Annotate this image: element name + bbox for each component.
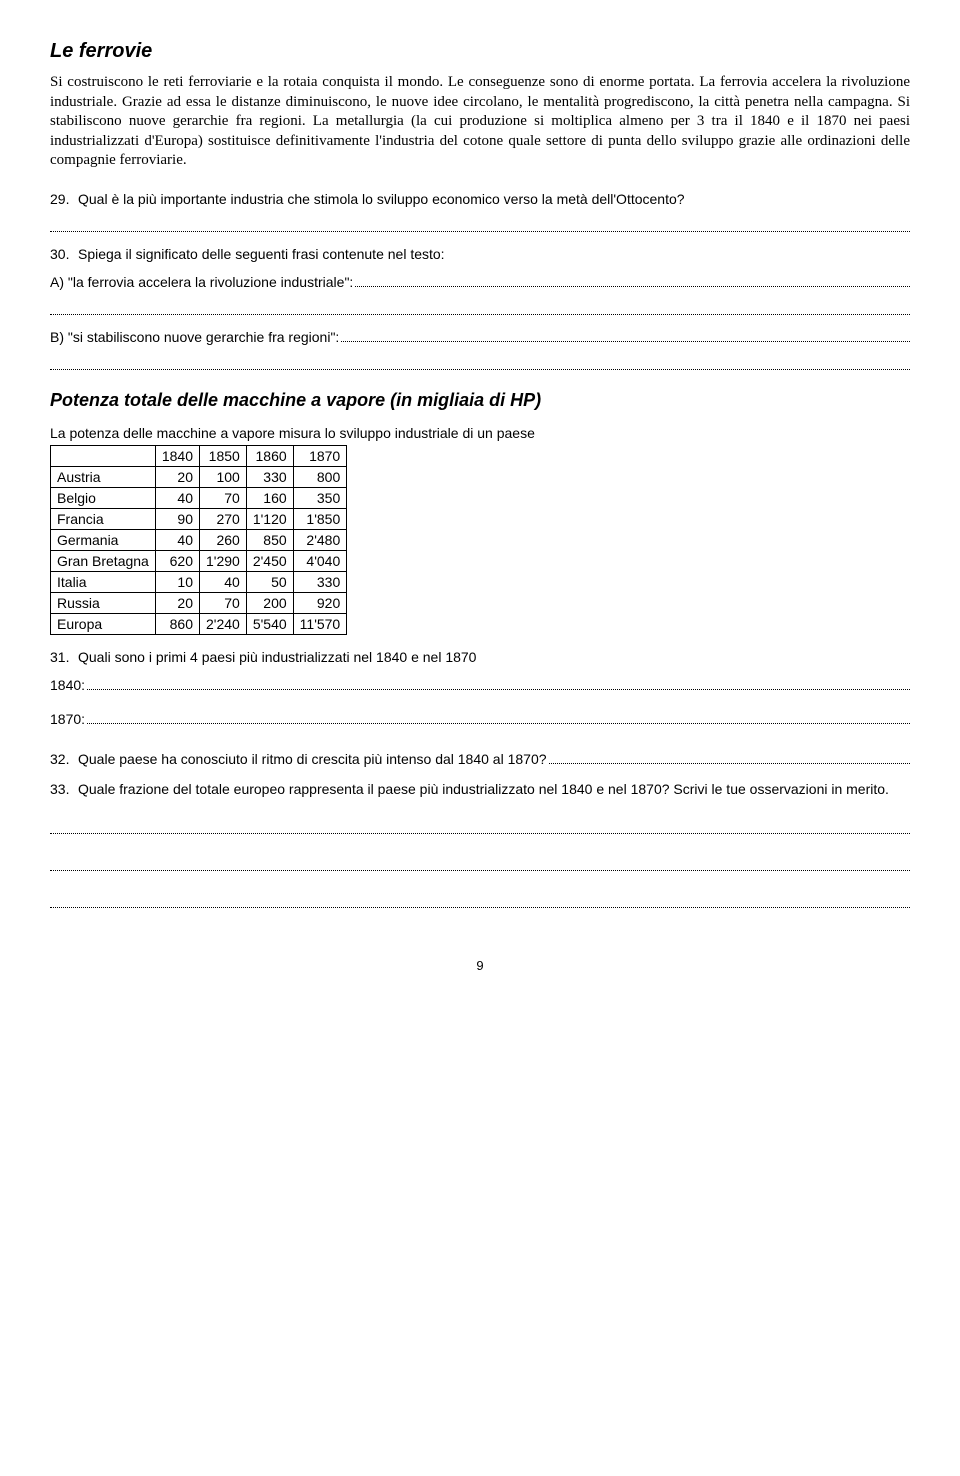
table-cell: 920	[293, 592, 347, 613]
q31-1870-line: 1870:	[50, 709, 910, 727]
answer-line	[50, 893, 910, 908]
table-cell: Germania	[51, 529, 156, 550]
question-30a: A) "la ferrovia accelera la rivoluzione …	[50, 272, 910, 290]
q33-text: Quale frazione del totale europeo rappre…	[78, 781, 889, 797]
table-cell: 330	[246, 466, 293, 487]
answer-line	[355, 272, 910, 287]
table-cell: 260	[200, 529, 247, 550]
table-cell: 11'570	[293, 613, 347, 634]
q29-text: Qual è la più importante industria che s…	[78, 191, 685, 207]
table-cell: 860	[155, 613, 199, 634]
table-cell: 2'480	[293, 529, 347, 550]
table-cell: 800	[293, 466, 347, 487]
question-29: 29. Qual è la più importante industria c…	[50, 191, 910, 207]
q31-1840-label: 1840:	[50, 677, 85, 693]
section-title: Potenza totale delle macchine a vapore (…	[50, 390, 910, 411]
q31-1870-label: 1870:	[50, 711, 85, 727]
q32-text: Quale paese ha conosciuto il ritmo di cr…	[78, 751, 547, 767]
table-cell: 40	[200, 571, 247, 592]
q29-number: 29.	[50, 191, 78, 207]
question-31: 31. Quali sono i primi 4 paesi più indus…	[50, 649, 910, 665]
q32-number: 32.	[50, 751, 78, 767]
answer-line	[50, 217, 910, 232]
table-cell: 90	[155, 508, 199, 529]
table-row: Germania 40 260 850 2'480	[51, 529, 347, 550]
table-cell: Austria	[51, 466, 156, 487]
table-cell: Belgio	[51, 487, 156, 508]
table-cell: 40	[155, 529, 199, 550]
intro-paragraph: Si costruiscono le reti ferroviarie e la…	[50, 73, 910, 171]
table-header	[51, 445, 156, 466]
table-cell: Italia	[51, 571, 156, 592]
main-title: Le ferrovie	[50, 40, 910, 63]
table-cell: Gran Bretagna	[51, 550, 156, 571]
table-row: Francia 90 270 1'120 1'850	[51, 508, 347, 529]
q31-1840-line: 1840:	[50, 675, 910, 693]
table-cell: 1'120	[246, 508, 293, 529]
table-cell: 2'450	[246, 550, 293, 571]
page-number: 9	[50, 958, 910, 973]
table-cell: 2'240	[200, 613, 247, 634]
table-cell: 350	[293, 487, 347, 508]
table-cell: 20	[155, 466, 199, 487]
q33-number: 33.	[50, 781, 78, 797]
table-cell: 20	[155, 592, 199, 613]
table-cell: Russia	[51, 592, 156, 613]
table-cell: Francia	[51, 508, 156, 529]
answer-line	[50, 819, 910, 834]
q30a-text: A) "la ferrovia accelera la rivoluzione …	[50, 274, 353, 290]
answer-line	[50, 856, 910, 871]
question-33: 33. Quale frazione del totale europeo ra…	[50, 781, 910, 797]
table-cell: 1'850	[293, 508, 347, 529]
table-cell: 330	[293, 571, 347, 592]
table-cell: 4'040	[293, 550, 347, 571]
answer-line	[50, 300, 910, 315]
question-30: 30. Spiega il significato delle seguenti…	[50, 246, 910, 262]
q31-number: 31.	[50, 649, 78, 665]
table-cell: 270	[200, 508, 247, 529]
table-cell: Europa	[51, 613, 156, 634]
table-cell: 850	[246, 529, 293, 550]
q31-text: Quali sono i primi 4 paesi più industria…	[78, 649, 476, 665]
table-row: Belgio 40 70 160 350	[51, 487, 347, 508]
question-30b: B) "si stabiliscono nuove gerarchie fra …	[50, 327, 910, 345]
answer-line	[87, 709, 910, 724]
answer-line	[341, 327, 910, 342]
table-row: Europa 860 2'240 5'540 11'570	[51, 613, 347, 634]
table-row: Italia 10 40 50 330	[51, 571, 347, 592]
table-row: Austria 20 100 330 800	[51, 466, 347, 487]
table-cell: 10	[155, 571, 199, 592]
table-cell: 70	[200, 592, 247, 613]
answer-line	[87, 675, 910, 690]
table-row: Gran Bretagna 620 1'290 2'450 4'040	[51, 550, 347, 571]
table-header: 1840	[155, 445, 199, 466]
table-cell: 50	[246, 571, 293, 592]
table-header-row: 1840 1850 1860 1870	[51, 445, 347, 466]
answer-line	[549, 749, 910, 764]
table-cell: 70	[200, 487, 247, 508]
answer-line	[50, 355, 910, 370]
table-cell: 160	[246, 487, 293, 508]
table-header: 1870	[293, 445, 347, 466]
steam-power-table: 1840 1850 1860 1870 Austria 20 100 330 8…	[50, 445, 347, 635]
table-cell: 200	[246, 592, 293, 613]
table-row: Russia 20 70 200 920	[51, 592, 347, 613]
question-32: 32. Quale paese ha conosciuto il ritmo d…	[50, 749, 910, 767]
table-cell: 1'290	[200, 550, 247, 571]
table-header: 1850	[200, 445, 247, 466]
q30-number: 30.	[50, 246, 78, 262]
q30-text: Spiega il significato delle seguenti fra…	[78, 246, 445, 262]
table-cell: 100	[200, 466, 247, 487]
table-cell: 620	[155, 550, 199, 571]
table-header: 1860	[246, 445, 293, 466]
q30b-text: B) "si stabiliscono nuove gerarchie fra …	[50, 329, 339, 345]
table-cell: 40	[155, 487, 199, 508]
table-intro: La potenza delle macchine a vapore misur…	[50, 425, 910, 441]
table-cell: 5'540	[246, 613, 293, 634]
